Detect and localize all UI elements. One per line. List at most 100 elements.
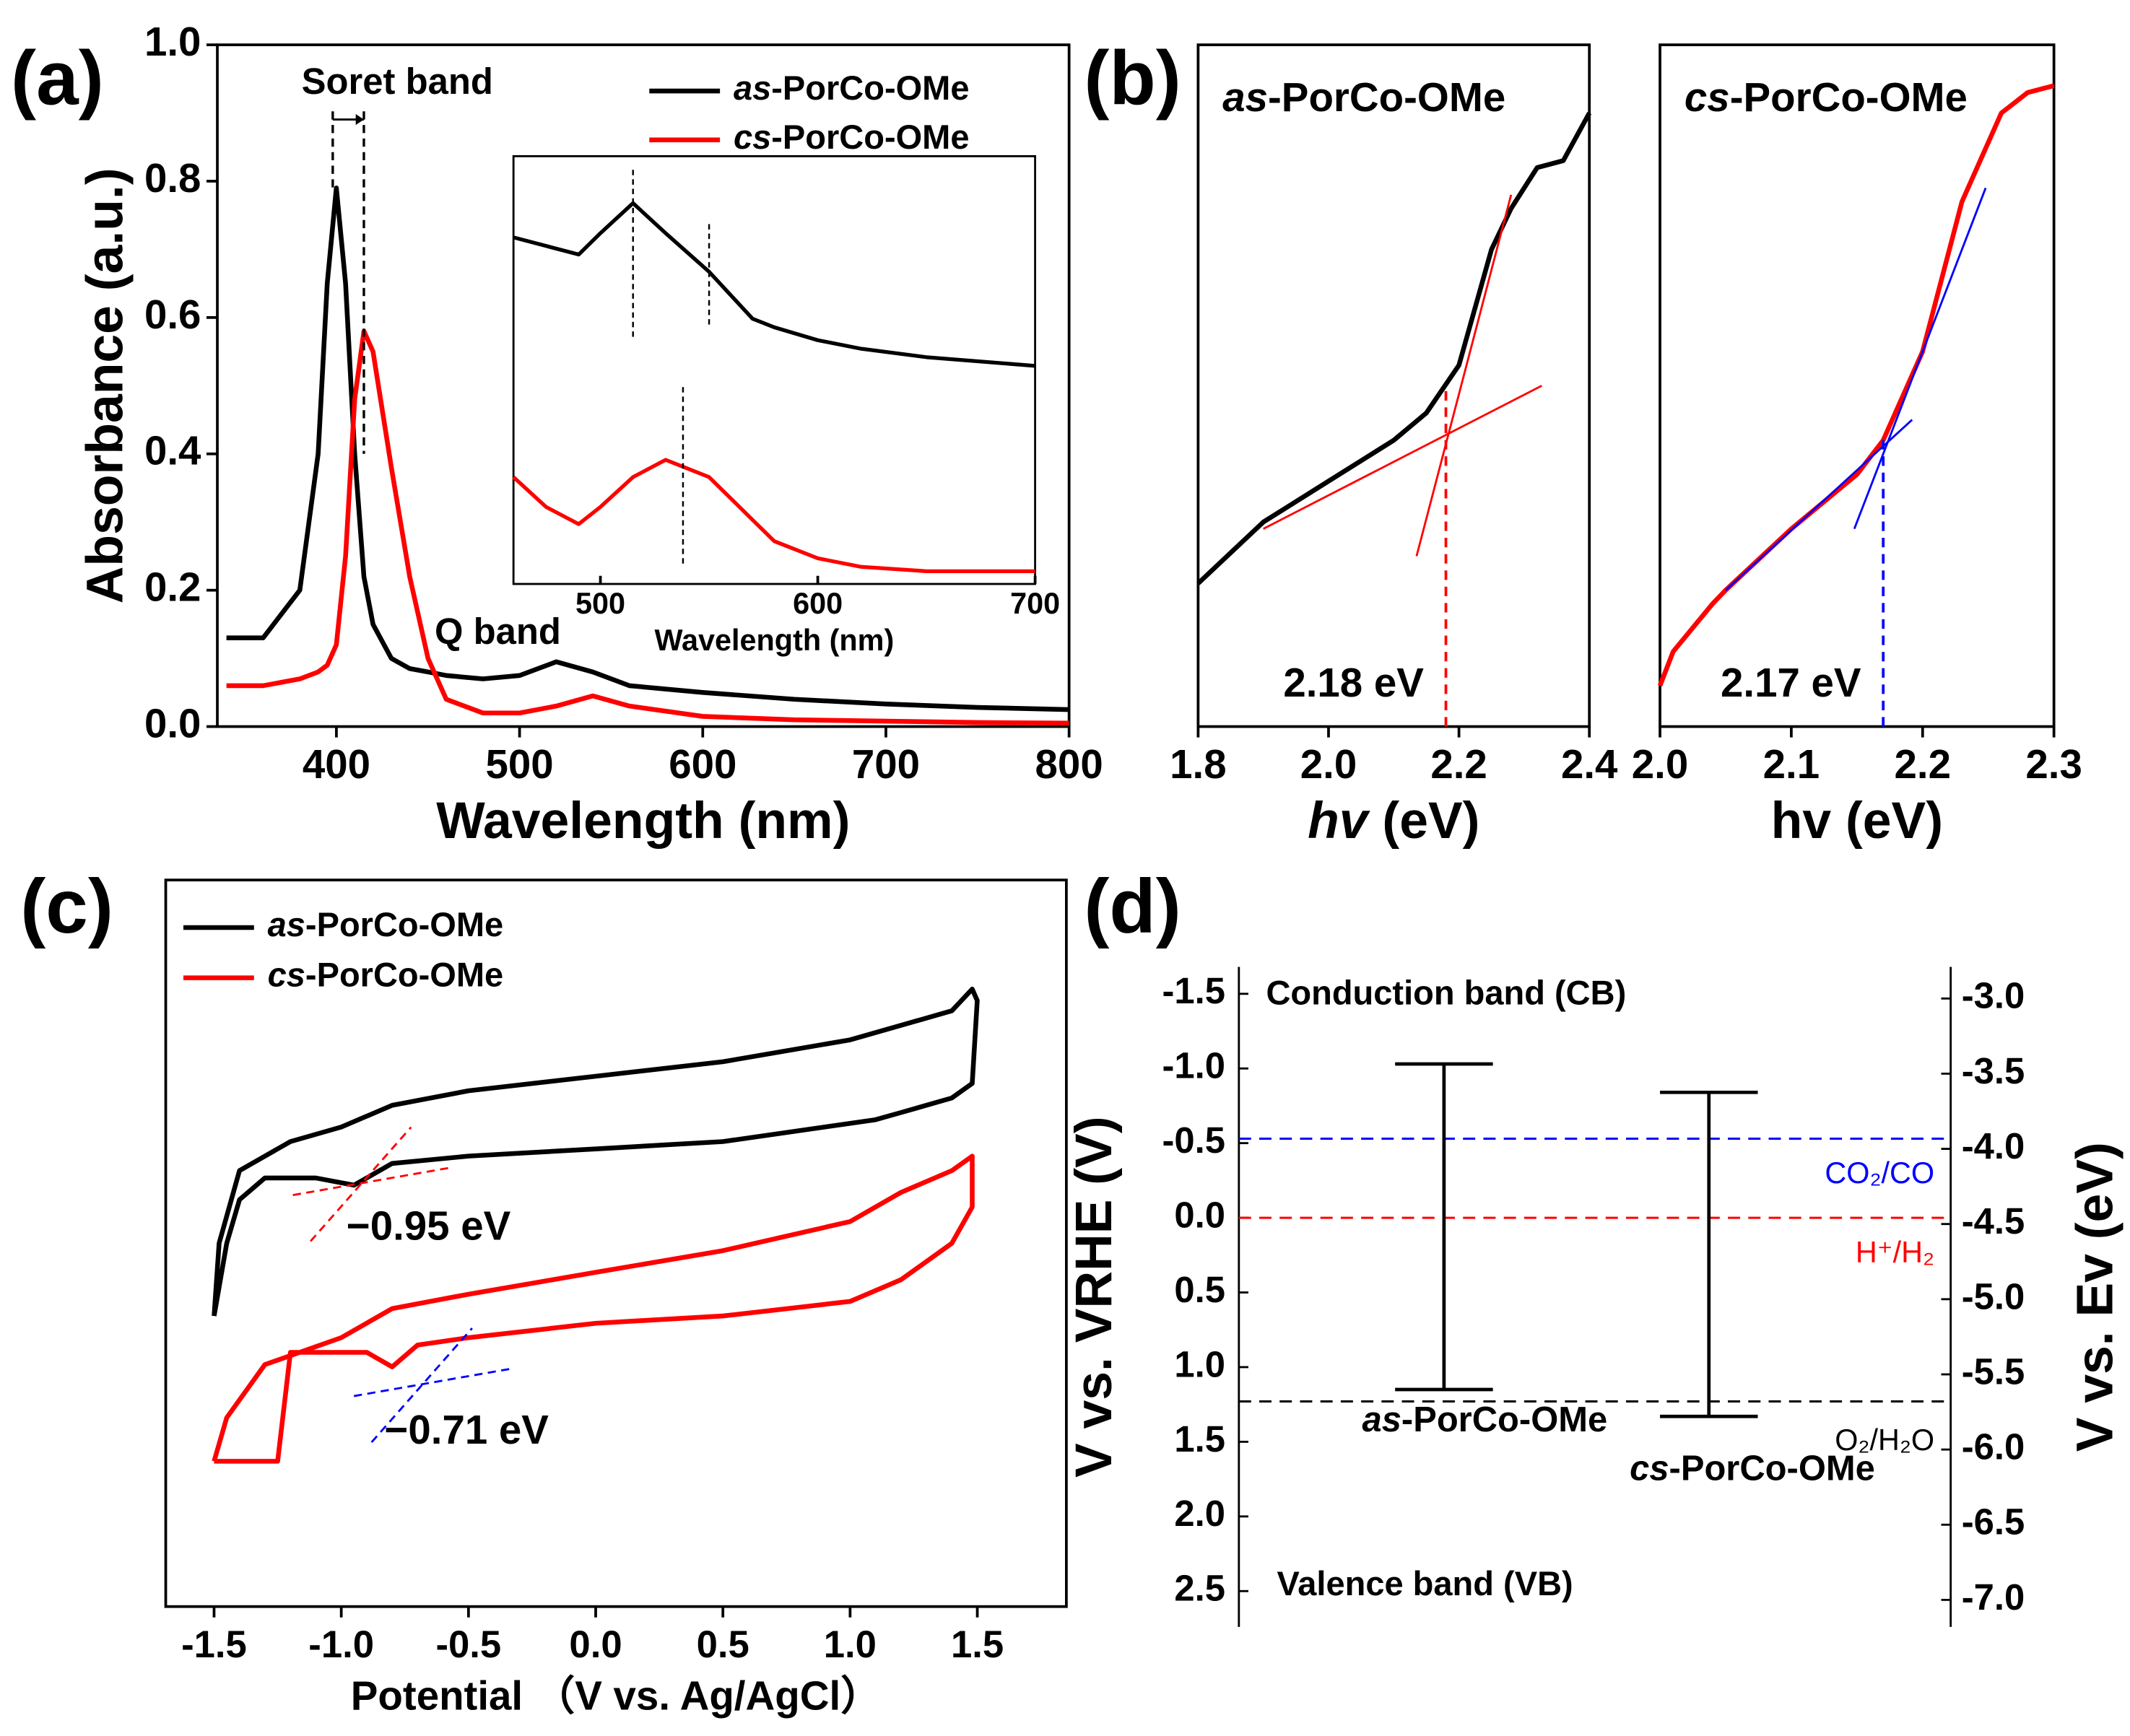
annotation: Conduction band (CB) <box>1266 973 1626 1011</box>
legend-label: cs-PorCo-OMe <box>734 118 970 156</box>
panel-label: (d) <box>1084 865 1181 949</box>
y-tick-label: 1.5 <box>1174 1418 1225 1460</box>
y-tick-label: 0.8 <box>144 155 201 201</box>
panel-label: (c) <box>20 865 113 949</box>
x-tick-label: 600 <box>793 587 843 620</box>
annotation: Q band <box>435 611 561 652</box>
data-line <box>226 186 1069 712</box>
inset-bg <box>513 156 1035 585</box>
panel-label: (b) <box>1084 36 1181 121</box>
data-line <box>1657 83 2055 687</box>
y-tick-label: -1.0 <box>1162 1045 1225 1086</box>
y-tick-label: 0.0 <box>144 700 201 746</box>
x-tick-label: 2.4 <box>1561 741 1618 787</box>
fit-line <box>1853 187 1987 530</box>
y2-tick-label: -6.0 <box>1962 1426 2025 1467</box>
data-line <box>212 986 980 1317</box>
y-tick-label: 1.0 <box>144 19 201 64</box>
x-tick-label: 2.1 <box>1763 741 1820 787</box>
x-tick-label: 700 <box>1010 587 1060 620</box>
y-tick-label: 1.0 <box>1174 1343 1225 1384</box>
y-axis-label: V vs. VRHE (V) <box>1065 1116 1123 1478</box>
x-tick-label: 0.5 <box>697 1623 749 1666</box>
x-tick-label: 1.0 <box>824 1623 877 1666</box>
x-tick-label: 500 <box>575 587 625 620</box>
x-axis-label: Potential （V vs. Ag/AgCl） <box>351 1673 882 1719</box>
legend-label: as-PorCo-OMe <box>268 905 504 943</box>
category-label: cs-PorCo-OMe <box>1630 1449 1875 1488</box>
y2-tick-label: -4.0 <box>1962 1125 2025 1166</box>
y-axis-label: Absorbance (a.u.) <box>76 167 134 603</box>
x-tick-label: -0.5 <box>435 1623 501 1666</box>
plot-frame <box>512 154 1037 585</box>
x-tick-label: 2.0 <box>1300 741 1357 787</box>
panel-subtitle: cs-PorCo-OMe <box>1685 74 1968 120</box>
x-tick-label: 2.2 <box>1430 741 1487 787</box>
y-tick-label: -1.5 <box>1162 970 1225 1011</box>
fit-line <box>1263 385 1542 530</box>
x-axis-label: hv (eV) <box>1308 792 1479 850</box>
y-tick-label: 0.2 <box>144 564 201 610</box>
annotation: Valence band (VB) <box>1277 1564 1573 1602</box>
data-line <box>1196 111 1592 585</box>
y2-tick-label: -4.5 <box>1962 1200 2025 1242</box>
y2-axis-label: V vs. Ev (eV) <box>2066 1142 2124 1452</box>
x-tick-label: 1.5 <box>951 1623 1004 1666</box>
category-label: as-PorCo-OMe <box>1362 1400 1608 1439</box>
x-tick-label: 2.0 <box>1632 741 1688 787</box>
x-tick-label: 1.8 <box>1170 741 1226 787</box>
y2-tick-label: -5.0 <box>1962 1275 2025 1317</box>
y2-tick-label: -6.5 <box>1962 1501 2025 1543</box>
plot-frame <box>1196 43 1591 728</box>
x-tick-label: 600 <box>669 741 736 787</box>
x-tick-label: 700 <box>852 741 920 787</box>
onset-label: 2.18 eV <box>1283 660 1424 705</box>
plot-frame <box>1659 43 2056 728</box>
plot-frame <box>164 878 1068 1608</box>
x-tick-label: 2.2 <box>1895 741 1951 787</box>
onset-label: −0.71 eV <box>384 1407 549 1452</box>
y2-tick-label: -3.0 <box>1962 975 2025 1016</box>
panel-label: (a) <box>11 36 104 121</box>
tangent-line <box>353 1368 510 1397</box>
onset-label: −0.95 eV <box>347 1203 511 1249</box>
arrow-head <box>355 114 364 126</box>
redox-label: CO₂/CO <box>1825 1156 1934 1190</box>
y-tick-label: 2.5 <box>1174 1568 1225 1609</box>
y-tick-label: 0.5 <box>1174 1269 1225 1310</box>
y-tick-label: -0.5 <box>1162 1120 1225 1161</box>
legend-label: cs-PorCo-OMe <box>268 956 504 994</box>
x-tick-label: 2.3 <box>2025 741 2082 787</box>
data-line <box>512 458 1035 573</box>
y2-tick-label: -3.5 <box>1962 1050 2025 1091</box>
onset-label: 2.17 eV <box>1721 660 1861 705</box>
tangent-line <box>292 1166 450 1197</box>
redox-label: H⁺/H₂ <box>1856 1236 1934 1269</box>
x-tick-label: 500 <box>486 741 554 787</box>
x-axis-label: Wavelength (nm) <box>654 624 894 657</box>
data-line <box>212 1153 975 1464</box>
x-tick-label: -1.0 <box>308 1623 374 1666</box>
y-tick-label: 0.0 <box>1174 1195 1225 1236</box>
panel-subtitle: as-PorCo-OMe <box>1222 74 1505 120</box>
x-axis-label: Wavelength (nm) <box>436 792 850 850</box>
y2-tick-label: -7.0 <box>1962 1576 2025 1618</box>
y-tick-label: 0.4 <box>144 428 201 474</box>
x-axis-label: hv (eV) <box>1771 792 1943 850</box>
x-tick-label: 400 <box>303 741 370 787</box>
fit-line <box>1415 194 1513 557</box>
y-tick-label: 2.0 <box>1174 1493 1225 1534</box>
fit-line <box>1725 419 1913 591</box>
annotation: Soret band <box>302 61 493 102</box>
plot-frame <box>216 43 1071 728</box>
x-tick-label: -1.5 <box>181 1623 247 1666</box>
data-line <box>226 328 1069 726</box>
redox-label: O₂/H₂O <box>1835 1423 1934 1457</box>
x-tick-label: 800 <box>1035 741 1103 787</box>
legend-label: as-PorCo-OMe <box>734 69 970 107</box>
x-tick-label: 0.0 <box>569 1623 622 1666</box>
y-tick-label: 0.6 <box>144 292 201 337</box>
y2-tick-label: -5.5 <box>1962 1351 2025 1392</box>
